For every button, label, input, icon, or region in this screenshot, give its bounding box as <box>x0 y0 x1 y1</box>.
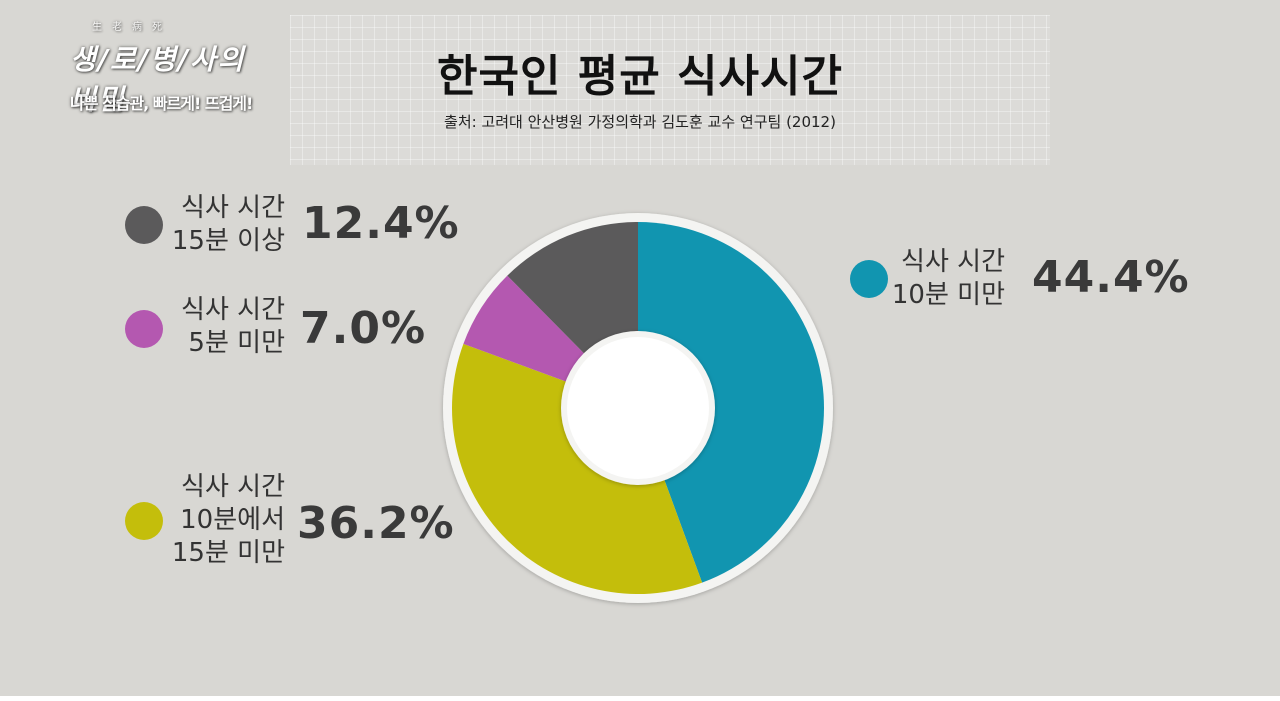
logo-hanja: 生老病死 <box>92 22 172 33</box>
pie-slice-under-10 <box>638 222 824 583</box>
legend-dot-under-5 <box>125 310 163 348</box>
donut-hole <box>567 337 709 479</box>
legend-value-over-15: 12.4% <box>302 198 460 249</box>
legend-dot-over-15 <box>125 206 163 244</box>
legend-dot-under-10 <box>850 260 888 298</box>
title-panel <box>290 15 1050 165</box>
legend-label-over-15: 식사 시간 15분 이상 <box>171 193 285 256</box>
legend-value-under-5: 7.0% <box>300 303 427 354</box>
legend-value-under-10: 44.4% <box>1032 252 1190 303</box>
chart-source: 출처: 고려대 안산병원 가정의학과 김도훈 교수 연구팀 (2012) <box>444 113 836 131</box>
pie-slice-10-to-15 <box>452 343 703 594</box>
legend-label-under-10: 식사 시간 10분 미만 <box>891 247 1005 310</box>
legend-label-10-to-15: 식사 시간 10분에서 15분 미만 <box>171 472 285 568</box>
program-logo: 生老病死 생/로/병/사의 비밀 나쁜 식습관, 빠르게! 뜨겁게! <box>62 18 282 116</box>
logo-subtitle: 나쁜 식습관, 빠르게! 뜨겁게! <box>70 94 253 113</box>
legend-label-under-5: 식사 시간 5분 미만 <box>181 295 285 358</box>
logo-title: 생/로/병/사의 비밀 <box>70 43 246 116</box>
chart-title: 한국인 평균 식사시간 <box>437 51 843 102</box>
legend-value-10-to-15: 36.2% <box>297 498 455 549</box>
legend-dot-10-to-15 <box>125 502 163 540</box>
